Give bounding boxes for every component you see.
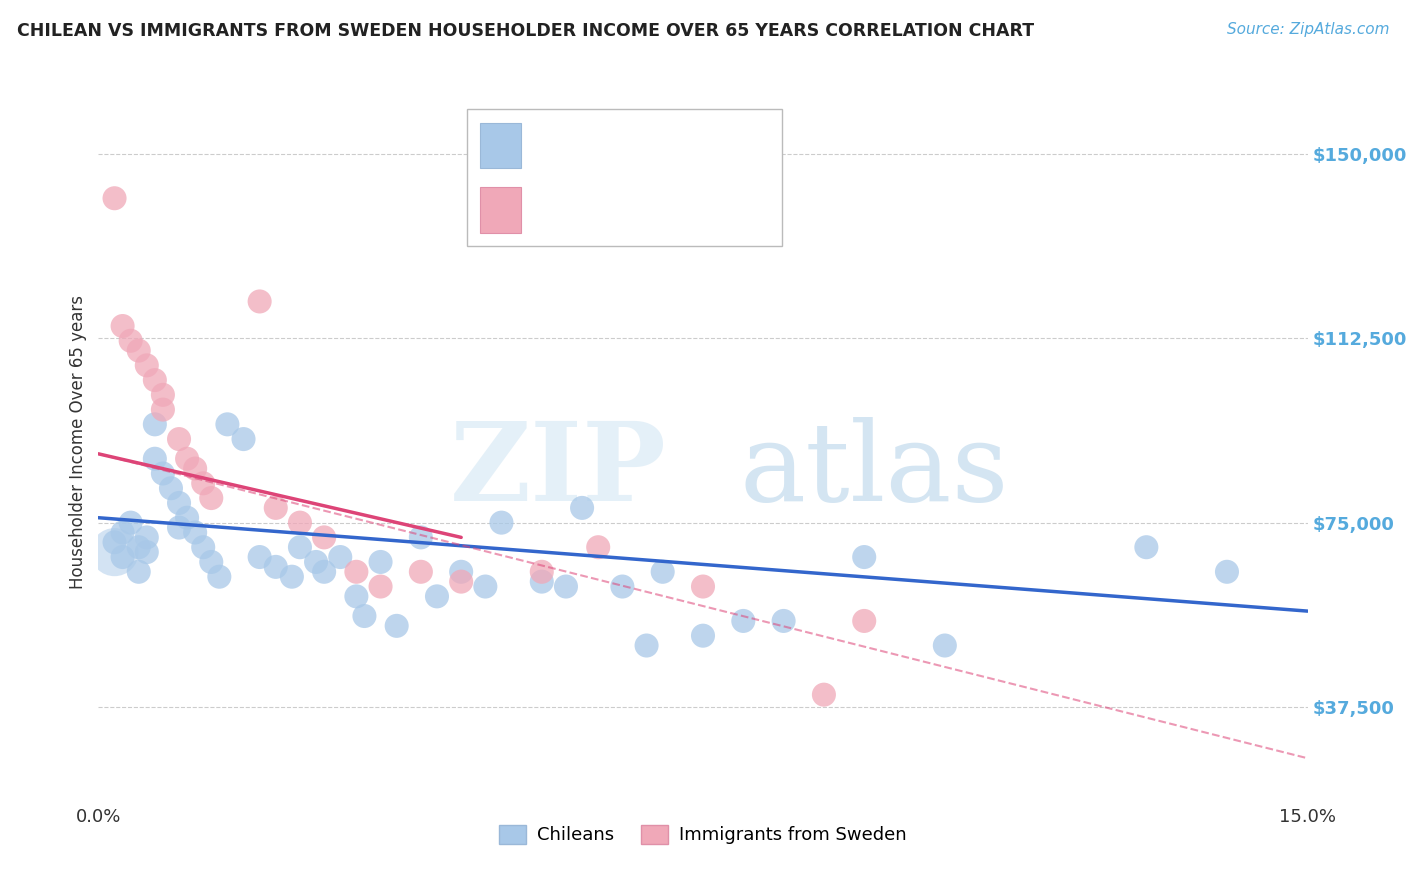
Point [571, 500, 593, 515]
Point [128, 565, 150, 579]
Point [426, 590, 449, 604]
Legend: Chileans, Immigrants from Sweden: Chileans, Immigrants from Sweden [492, 818, 914, 852]
Point [160, 481, 183, 495]
Point [103, 191, 125, 205]
Point [692, 629, 714, 643]
Text: ZIP: ZIP [450, 417, 666, 524]
Point [143, 451, 166, 466]
Point [193, 476, 215, 491]
Point [103, 545, 125, 559]
Point [853, 614, 876, 628]
Point [152, 388, 174, 402]
Point [305, 555, 328, 569]
Point [329, 549, 352, 564]
Point [555, 580, 578, 594]
Point [264, 560, 287, 574]
Point [530, 565, 553, 579]
Point [530, 574, 553, 589]
Point [344, 565, 367, 579]
Point [120, 334, 142, 348]
Point [281, 570, 304, 584]
Point [1216, 565, 1239, 579]
Point [111, 319, 134, 334]
Point [314, 565, 336, 579]
Point [217, 417, 239, 432]
Point [143, 373, 166, 387]
Point [264, 500, 287, 515]
Point [167, 432, 190, 446]
Point [370, 580, 392, 594]
Point [128, 540, 150, 554]
Point [733, 614, 755, 628]
Point [314, 530, 336, 544]
Text: CHILEAN VS IMMIGRANTS FROM SWEDEN HOUSEHOLDER INCOME OVER 65 YEARS CORRELATION C: CHILEAN VS IMMIGRANTS FROM SWEDEN HOUSEH… [17, 22, 1033, 40]
Point [184, 525, 207, 540]
Point [176, 510, 198, 524]
Point [111, 525, 134, 540]
Point [636, 639, 658, 653]
Point [450, 565, 472, 579]
Point [143, 417, 166, 432]
Point [103, 535, 125, 549]
Point [772, 614, 794, 628]
Point [200, 555, 222, 569]
Point [612, 580, 634, 594]
Point [491, 516, 513, 530]
Point [232, 432, 254, 446]
Point [288, 516, 311, 530]
Point [111, 549, 134, 564]
Point [184, 461, 207, 475]
Point [934, 639, 956, 653]
Point [586, 540, 609, 554]
Point [167, 520, 190, 534]
Point [353, 609, 375, 624]
Point [135, 359, 157, 373]
Point [176, 451, 198, 466]
Point [651, 565, 673, 579]
Text: atlas: atlas [740, 417, 1010, 524]
Text: Source: ZipAtlas.com: Source: ZipAtlas.com [1226, 22, 1389, 37]
Point [152, 467, 174, 481]
Point [167, 496, 190, 510]
Point [370, 555, 392, 569]
Point [135, 530, 157, 544]
Point [135, 545, 157, 559]
Point [853, 549, 876, 564]
Y-axis label: Householder Income Over 65 years: Householder Income Over 65 years [69, 294, 87, 589]
Point [409, 530, 432, 544]
Point [692, 580, 714, 594]
Point [450, 574, 472, 589]
Point [208, 570, 231, 584]
Point [152, 402, 174, 417]
Point [288, 540, 311, 554]
Point [249, 549, 271, 564]
Point [409, 565, 432, 579]
Point [813, 688, 835, 702]
Point [344, 590, 367, 604]
Point [1135, 540, 1157, 554]
Point [385, 619, 408, 633]
Point [193, 540, 215, 554]
Point [249, 294, 271, 309]
Point [474, 580, 496, 594]
Point [128, 343, 150, 358]
Point [200, 491, 222, 505]
Point [120, 516, 142, 530]
